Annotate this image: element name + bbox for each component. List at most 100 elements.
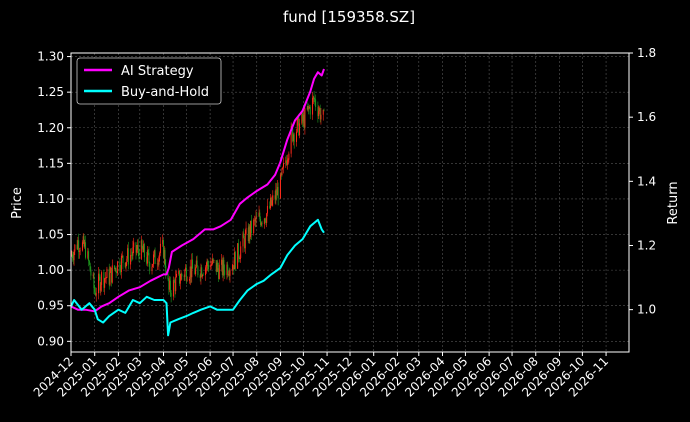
price-candle: [259, 212, 261, 219]
price-candle: [119, 261, 121, 271]
price-candle: [270, 197, 272, 209]
price-candle: [240, 246, 242, 258]
price-candle: [234, 252, 236, 269]
price-candle: [224, 270, 226, 275]
price-candle: [249, 226, 251, 237]
price-candle: [85, 242, 87, 258]
price-candle: [227, 264, 229, 275]
y-tick-label-left: 1.20: [37, 121, 64, 135]
price-candle: [263, 218, 265, 224]
price-candle: [78, 251, 80, 252]
price-candle: [168, 279, 170, 290]
price-candle: [146, 250, 148, 264]
price-candle: [269, 205, 271, 209]
price-candle: [133, 242, 135, 248]
price-candle: [179, 280, 181, 284]
price-candle: [183, 276, 185, 277]
price-candle: [282, 167, 284, 169]
price-candle: [185, 267, 187, 281]
price-candle: [104, 278, 106, 279]
price-candle: [143, 244, 145, 258]
price-candle: [231, 269, 233, 271]
price-candle: [226, 264, 228, 275]
price-candle: [234, 252, 236, 270]
price-candle: [272, 195, 274, 201]
price-candle: [282, 163, 284, 168]
price-candle: [237, 243, 239, 269]
price-candle: [173, 280, 175, 283]
price-candles: [71, 91, 325, 303]
price-candle: [114, 265, 116, 270]
series-line-ai-strategy: [70, 68, 325, 313]
price-candle: [302, 115, 304, 122]
price-candle: [194, 268, 196, 275]
price-candle: [132, 247, 134, 256]
price-candle: [95, 293, 97, 296]
price-candle: [130, 254, 132, 265]
price-candle: [124, 262, 126, 268]
price-candle: [99, 276, 101, 291]
price-candle: [265, 221, 267, 223]
price-candle: [221, 259, 223, 265]
price-candle: [130, 254, 132, 256]
price-candle: [304, 108, 306, 128]
price-candle: [92, 274, 94, 276]
price-candle: [140, 240, 142, 259]
price-candle: [200, 267, 202, 278]
price-candle: [175, 277, 177, 292]
price-candle: [254, 219, 256, 222]
price-candle: [141, 240, 143, 249]
price-candle: [170, 292, 172, 297]
price-candle: [196, 260, 198, 267]
price-candle: [222, 260, 224, 276]
price-candle: [117, 261, 119, 274]
price-candle: [88, 251, 90, 261]
price-candle: [195, 267, 197, 275]
y-tick-label-left: 0.95: [37, 299, 64, 313]
price-candle: [81, 242, 83, 251]
price-candle: [181, 273, 183, 277]
price-candle: [88, 260, 90, 264]
price-candle: [281, 168, 283, 176]
price-candle: [94, 292, 96, 296]
price-candle: [111, 265, 113, 283]
price-candle: [309, 106, 311, 115]
price-candle: [98, 273, 100, 294]
price-candle: [312, 96, 314, 98]
price-candle: [94, 288, 96, 293]
price-candle: [93, 274, 95, 289]
price-candle: [211, 258, 213, 265]
price-candle: [175, 273, 177, 278]
price-candle: [286, 160, 288, 165]
price-candle: [156, 263, 158, 265]
price-candle: [233, 265, 235, 270]
price-candle: [320, 114, 322, 120]
y-tick-label-left: 1.15: [37, 156, 64, 170]
price-candle: [101, 272, 103, 285]
price-candle: [184, 270, 186, 277]
price-candle: [72, 254, 74, 259]
price-candle: [169, 280, 171, 293]
price-candle: [116, 272, 118, 274]
price-candle: [98, 273, 100, 277]
price-candle: [90, 271, 92, 276]
price-candle: [172, 280, 174, 297]
price-candle: [159, 243, 161, 254]
price-candle: [276, 189, 278, 196]
y-tick-label-right: 1.8: [637, 46, 656, 60]
price-candle: [201, 267, 203, 277]
price-candle: [179, 270, 181, 284]
price-candle: [158, 257, 160, 265]
price-candle: [242, 233, 244, 247]
price-candle: [120, 255, 122, 272]
price-candle: [308, 106, 310, 109]
price-candle: [237, 243, 239, 259]
price-candle: [178, 270, 180, 274]
price-candle: [244, 238, 246, 249]
price-candle: [84, 242, 86, 247]
price-candle: [211, 264, 213, 265]
price-candle: [82, 236, 84, 243]
price-candle: [285, 160, 287, 164]
price-candle: [217, 262, 219, 269]
legend-label-buy-and-hold: Buy-and-Hold: [121, 85, 209, 100]
